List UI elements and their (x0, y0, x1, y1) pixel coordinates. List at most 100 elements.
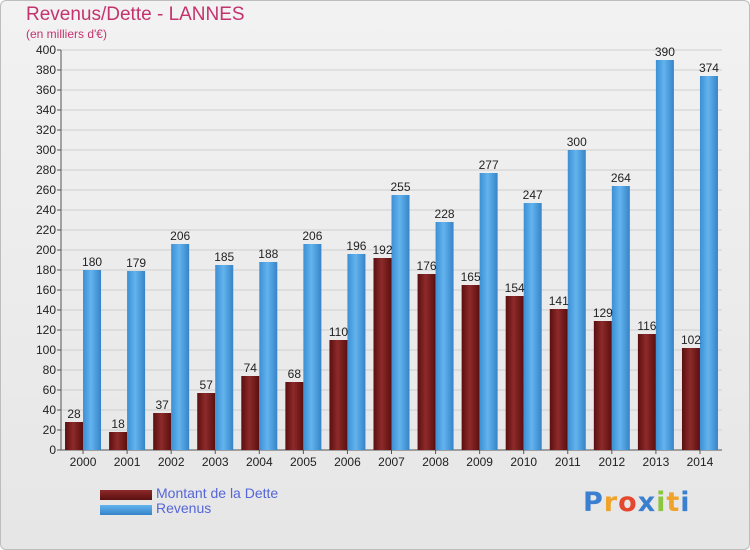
y-tick-label: 260 (36, 183, 56, 197)
data-label-dette: 68 (288, 367, 302, 381)
x-tick-label: 2007 (378, 455, 405, 469)
y-tick-label: 200 (36, 243, 56, 257)
data-label-revenus: 247 (523, 188, 543, 202)
data-label-revenus: 374 (699, 61, 719, 75)
bar-revenus (479, 173, 498, 450)
y-tick-label: 120 (36, 323, 56, 337)
y-tick-label: 180 (36, 263, 56, 277)
bar-revenus (259, 262, 278, 450)
y-tick-label: 40 (43, 403, 57, 417)
bar-revenus (699, 76, 718, 450)
x-tick-label: 2014 (687, 455, 714, 469)
data-label-revenus: 228 (435, 207, 455, 221)
bar-revenus (127, 271, 146, 450)
data-label-dette: 165 (461, 270, 481, 284)
chart-title: Revenus/Dette - LANNES (26, 4, 245, 25)
data-label-revenus: 180 (82, 255, 102, 269)
x-tick-label: 2008 (422, 455, 449, 469)
x-tick-label: 2000 (70, 455, 97, 469)
data-label-dette: 37 (155, 398, 169, 412)
bar-dette (505, 296, 524, 450)
x-tick-label: 2011 (555, 455, 581, 469)
x-tick-label: 2005 (290, 455, 317, 469)
bar-revenus (391, 195, 410, 450)
bar-revenus (83, 270, 102, 450)
legend-swatch-revenus (100, 505, 152, 515)
legend-label-revenus: Revenus (156, 500, 212, 516)
data-label-dette: 129 (593, 306, 613, 320)
bar-dette (109, 432, 128, 450)
x-tick-label: 2004 (246, 455, 273, 469)
bar-dette (329, 340, 348, 450)
bar-revenus (215, 265, 234, 450)
logo-letter: i (680, 487, 691, 518)
bar-dette (461, 285, 480, 450)
x-tick-label: 2013 (643, 455, 670, 469)
data-label-dette: 18 (111, 417, 125, 431)
bar-dette (373, 258, 392, 450)
y-tick-label: 240 (36, 203, 56, 217)
bar-dette (637, 334, 656, 450)
logo-letter: x (637, 487, 657, 518)
x-axis-ticks: 2000 2001 2002 2003 2004 2005 2006 2007 2008 2009… (70, 450, 714, 469)
bar-dette (681, 348, 700, 450)
x-tick-label: 2010 (510, 455, 537, 469)
data-label-dette: 74 (244, 361, 258, 375)
data-label-revenus: 277 (479, 158, 499, 172)
bar-revenus (655, 60, 674, 450)
legend-swatch-dette (100, 490, 152, 500)
y-tick-label: 100 (36, 343, 56, 357)
data-label-dette: 102 (681, 333, 701, 347)
data-labels: 28 180 18 179 37 206 57 185 74 188 68 206 110 196 192 2… (67, 45, 719, 431)
y-tick-label: 0 (49, 443, 56, 457)
data-label-revenus: 196 (346, 239, 366, 253)
x-tick-label: 2001 (114, 455, 141, 469)
bar-dette (417, 274, 436, 450)
x-tick-label: 2002 (158, 455, 185, 469)
y-tick-label: 60 (43, 383, 57, 397)
data-label-dette: 154 (505, 281, 525, 295)
bar-dette (285, 382, 304, 450)
bar-dette (197, 393, 216, 450)
chart-subtitle: (en milliers d'€) (26, 27, 107, 41)
bar-revenus (567, 150, 586, 450)
data-label-revenus: 206 (170, 229, 190, 243)
data-label-revenus: 300 (567, 135, 587, 149)
data-label-dette: 176 (417, 259, 437, 273)
y-tick-label: 340 (36, 103, 56, 117)
legend-label-dette: Montant de la Dette (156, 485, 279, 501)
y-tick-label: 280 (36, 163, 56, 177)
logo-letter: r (603, 487, 619, 518)
bar-revenus (523, 203, 542, 450)
x-tick-label: 2003 (202, 455, 229, 469)
bars (65, 60, 718, 450)
data-label-revenus: 264 (611, 171, 631, 185)
y-tick-label: 400 (36, 43, 56, 57)
logo-letter: P (583, 487, 604, 518)
bar-dette (593, 321, 612, 450)
data-label-dette: 110 (329, 325, 348, 339)
bar-dette (153, 413, 172, 450)
bar-revenus (611, 186, 630, 450)
bar-revenus (435, 222, 454, 450)
y-tick-label: 220 (36, 223, 56, 237)
proxiti-logo: Proxiti (583, 487, 691, 518)
logo-letter: o (618, 487, 638, 518)
logo-letter: i (656, 487, 667, 518)
data-label-revenus: 206 (302, 229, 322, 243)
y-tick-label: 80 (43, 363, 57, 377)
data-label-revenus: 255 (390, 180, 410, 194)
y-tick-label: 140 (36, 303, 56, 317)
bar-revenus (347, 254, 366, 450)
data-label-revenus: 185 (214, 250, 234, 264)
y-tick-label: 300 (36, 143, 56, 157)
y-tick-label: 320 (36, 123, 56, 137)
data-label-dette: 57 (200, 378, 214, 392)
y-tick-label: 360 (36, 83, 56, 97)
x-tick-label: 2012 (598, 455, 625, 469)
y-tick-label: 160 (36, 283, 56, 297)
x-tick-label: 2009 (466, 455, 493, 469)
data-label-dette: 116 (637, 319, 656, 333)
data-label-revenus: 179 (126, 256, 146, 270)
